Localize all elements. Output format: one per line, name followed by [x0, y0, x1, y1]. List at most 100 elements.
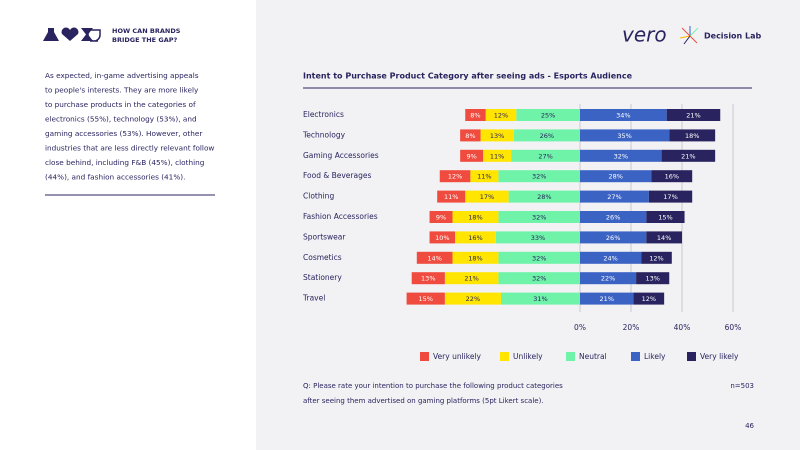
bar-segment	[483, 149, 512, 162]
value-label: 31%	[533, 295, 547, 303]
value-label: 8%	[465, 132, 475, 140]
value-label: 13%	[645, 275, 659, 283]
value-label: 12%	[494, 112, 508, 120]
body-line: close behind, including F&B (45%), cloth…	[45, 158, 204, 167]
value-label: 13%	[421, 275, 435, 283]
value-label: 33%	[531, 234, 545, 242]
brand-icons	[43, 27, 101, 42]
value-label: 32%	[532, 173, 546, 181]
category-label: Food & Beverages	[303, 171, 371, 180]
bar-segment	[439, 170, 471, 183]
category-label: Sportswear	[303, 232, 346, 241]
logo-burst	[679, 26, 699, 45]
category-label: Electronics	[303, 110, 344, 119]
value-label: 12%	[642, 295, 656, 303]
value-label: 13%	[490, 132, 504, 140]
value-label: 17%	[663, 193, 677, 201]
value-label: 35%	[617, 132, 631, 140]
bar-segment	[580, 129, 670, 142]
category-label: Gaming Accessories	[303, 151, 379, 160]
value-label: 27%	[607, 193, 621, 201]
value-label: 21%	[464, 275, 478, 283]
legend-swatch	[687, 352, 696, 361]
value-label: 34%	[616, 112, 630, 120]
value-label: 22%	[466, 295, 480, 303]
value-label: 18%	[468, 254, 482, 262]
bar-segment	[661, 149, 716, 162]
body-line: As expected, in-game advertising appeals	[45, 71, 199, 80]
bar-segment	[498, 272, 580, 285]
bar-segment	[480, 129, 514, 142]
x-tick-label: 20%	[623, 323, 640, 332]
tagline: BRIDGE THE GAP?	[112, 36, 178, 44]
bar-segment	[416, 251, 453, 264]
value-label: 26%	[540, 132, 554, 140]
tagline: HOW CAN BRANDS	[112, 27, 181, 35]
body-line: electronics (55%), technology (53%), and	[45, 115, 197, 124]
value-label: 25%	[541, 112, 555, 120]
category-label: Clothing	[303, 192, 334, 201]
bar-segment	[580, 292, 634, 305]
bar-segment	[641, 251, 672, 264]
value-label: 22%	[601, 275, 615, 283]
bar-segment	[406, 292, 445, 305]
legend-swatch	[420, 352, 429, 361]
value-label: 11%	[477, 173, 491, 181]
legend-swatch	[500, 352, 509, 361]
bar-segment	[651, 170, 693, 183]
bar-segment	[580, 149, 662, 162]
sample-size: n=503	[730, 382, 754, 390]
bar-segment	[498, 170, 580, 183]
footnote: after seeing them advertised on gaming p…	[303, 397, 544, 405]
bar-segment	[485, 109, 517, 121]
bar-segment	[460, 149, 484, 162]
value-label: 26%	[606, 214, 620, 222]
bar-segment	[495, 231, 580, 244]
value-label: 32%	[532, 214, 546, 222]
bar-segment	[580, 190, 649, 203]
body-text: As expected, in-game advertising appeals…	[45, 71, 214, 182]
value-label: 9%	[466, 152, 476, 160]
bar-segment	[444, 272, 499, 285]
bar-segment	[429, 211, 453, 223]
category-label: Stationery	[303, 273, 342, 282]
legend-swatch	[631, 352, 640, 361]
value-label: 14%	[427, 254, 441, 262]
bar-segment	[633, 292, 665, 305]
bar-segment	[411, 272, 445, 285]
legend-label: Unlikely	[513, 352, 543, 361]
bar-segment	[508, 190, 580, 203]
x-tick-label: 60%	[725, 323, 742, 332]
bar-segment	[580, 272, 637, 285]
chart-title: Intent to Purchase Product Category afte…	[303, 72, 633, 81]
body-line: (44%), and fashion accessories (41%).	[45, 173, 185, 182]
value-label: 32%	[614, 152, 628, 160]
value-label: 32%	[532, 254, 546, 262]
legend-label: Neutral	[579, 352, 607, 361]
value-label: 11%	[490, 152, 504, 160]
bar-segment	[500, 292, 580, 305]
body-line: to purchase products in the categories o…	[45, 100, 196, 109]
bar-segment	[498, 211, 580, 223]
body-line: industries that are less directly releva…	[45, 144, 214, 153]
legend-swatch	[566, 352, 575, 361]
bar-segment	[452, 251, 499, 264]
bar-segment	[465, 190, 509, 203]
bar-segment	[465, 109, 486, 121]
value-label: 15%	[418, 295, 432, 303]
category-label: Cosmetics	[303, 253, 342, 262]
value-label: 16%	[665, 173, 679, 181]
value-label: 18%	[468, 214, 482, 222]
bar-segment	[437, 190, 466, 203]
legend-label: Very unlikely	[433, 352, 482, 361]
category-label: Fashion Accessories	[303, 212, 378, 221]
value-label: 14%	[657, 234, 671, 242]
logo-vero: vero	[622, 23, 667, 47]
value-label: 21%	[681, 152, 695, 160]
bar-segment	[666, 109, 721, 121]
value-label: 18%	[685, 132, 699, 140]
bar-segment	[516, 109, 580, 121]
value-label: 12%	[448, 173, 462, 181]
right-panel	[256, 0, 800, 450]
value-label: 9%	[436, 214, 446, 222]
